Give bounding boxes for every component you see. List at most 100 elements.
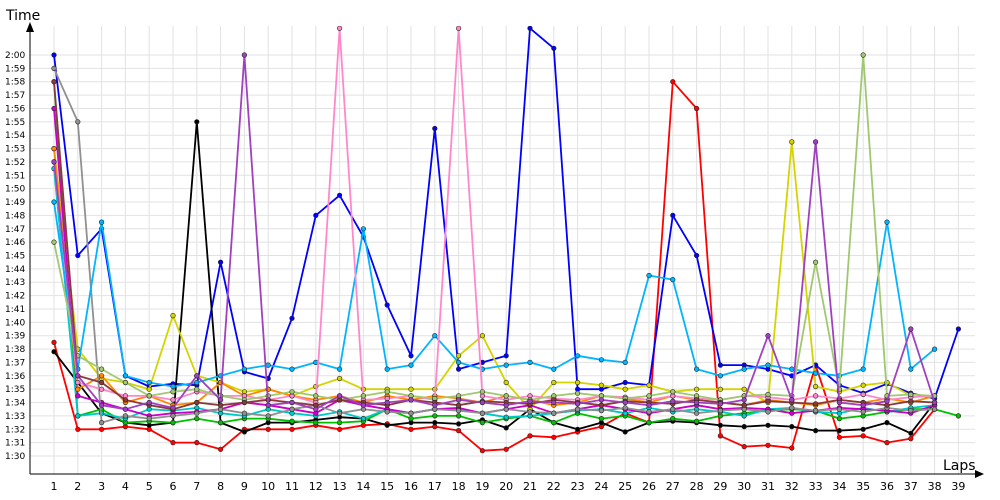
data-point (860, 391, 866, 398)
data-point (170, 440, 176, 446)
data-point (408, 353, 414, 359)
data-point (908, 430, 914, 436)
x-tick-label: 21 (523, 480, 537, 493)
data-point (836, 399, 843, 406)
data-point (646, 272, 652, 279)
data-point (146, 393, 152, 399)
data-point (384, 409, 390, 415)
data-point (598, 416, 605, 422)
y-tick-label: 1:39 (5, 332, 25, 342)
data-point (717, 422, 724, 428)
series-6 (51, 166, 938, 422)
x-tick-label: 15 (380, 480, 394, 493)
series-line (53, 201, 936, 388)
data-point (789, 424, 795, 430)
data-point (503, 446, 509, 452)
data-point (670, 398, 676, 404)
y-tick-label: 1:33 (5, 412, 25, 422)
data-point (931, 346, 938, 352)
data-point (551, 420, 557, 426)
data-point (75, 379, 81, 386)
data-point (337, 366, 343, 372)
series-13 (51, 79, 938, 412)
data-point (289, 315, 295, 321)
data-point (479, 389, 486, 395)
data-point (551, 410, 557, 416)
data-point (289, 418, 295, 424)
data-point (741, 413, 747, 419)
data-point (598, 357, 605, 363)
data-point (98, 373, 105, 379)
data-point (860, 409, 866, 415)
data-point (765, 398, 771, 404)
data-point (789, 410, 795, 416)
data-point (98, 219, 105, 225)
data-point (741, 424, 747, 430)
data-point (598, 402, 605, 408)
data-point (908, 408, 914, 414)
data-point (908, 398, 914, 404)
data-point (75, 393, 81, 399)
data-point (146, 399, 152, 406)
data-point (574, 401, 581, 407)
x-tick-label: 20 (499, 480, 513, 493)
x-tick-label: 38 (928, 480, 942, 493)
data-point (456, 366, 462, 372)
y-axis-title: Time (5, 8, 40, 24)
series-line (53, 54, 936, 411)
data-point (646, 382, 652, 388)
x-tick-label: 25 (618, 480, 632, 493)
data-point (456, 402, 462, 408)
y-tick-label: 1:37 (5, 358, 25, 368)
data-point (812, 259, 819, 265)
data-point (646, 420, 652, 426)
data-point (765, 422, 771, 428)
data-point (170, 389, 176, 395)
data-point (574, 406, 581, 412)
data-point (265, 426, 271, 432)
data-point (765, 442, 771, 448)
data-point (265, 362, 271, 368)
data-point (360, 226, 367, 232)
data-point (75, 413, 81, 419)
x-tick-label: 3 (98, 480, 105, 493)
data-point (527, 359, 533, 366)
data-point (479, 420, 486, 426)
x-tick-label: 9 (241, 480, 248, 493)
data-point (408, 426, 414, 432)
data-point (289, 389, 295, 395)
data-point (908, 436, 914, 442)
data-point (931, 406, 938, 412)
data-point (408, 397, 414, 403)
data-point (98, 402, 105, 408)
data-point (98, 379, 105, 386)
x-tick-label: 5 (146, 480, 153, 493)
data-point (289, 426, 295, 432)
data-point (456, 428, 462, 434)
data-point (313, 393, 319, 399)
data-point (170, 313, 176, 319)
x-tick-label: 2 (74, 480, 81, 493)
data-point (527, 26, 533, 31)
y-tick-label: 1:44 (5, 265, 25, 275)
data-point (408, 362, 414, 368)
data-point (51, 52, 57, 58)
data-point (289, 366, 295, 372)
data-point (146, 379, 152, 386)
data-point (432, 420, 438, 426)
data-point (337, 393, 343, 399)
data-point (170, 413, 176, 419)
data-point (717, 401, 724, 407)
data-point (527, 409, 533, 415)
data-point (765, 333, 771, 339)
data-point (384, 399, 390, 406)
data-point (337, 26, 343, 31)
data-point (432, 125, 438, 132)
data-point (456, 397, 462, 403)
data-point (122, 406, 128, 412)
data-point (836, 434, 843, 440)
series-line (53, 120, 936, 435)
data-point (194, 399, 200, 406)
data-point (693, 399, 700, 406)
data-point (456, 353, 462, 359)
